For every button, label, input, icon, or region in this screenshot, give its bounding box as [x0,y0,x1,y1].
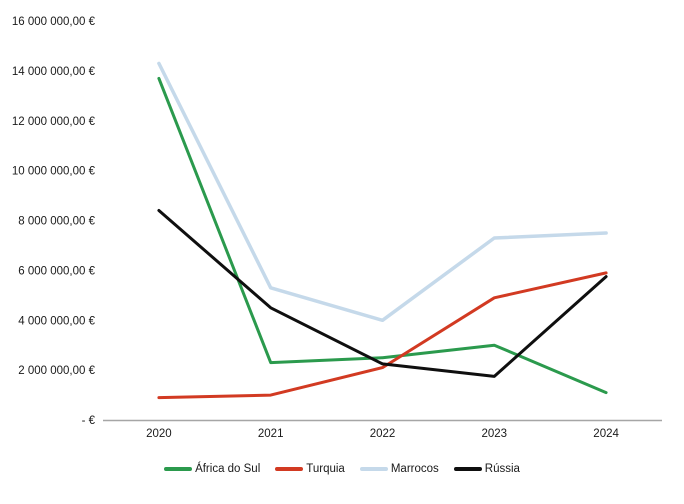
series-line-africa-do-sul [157,76,608,395]
legend-label: Rússia [484,463,520,475]
x-axis-tick-label: 2021 [258,428,284,440]
y-axis-tick-label: 6 000 000,00 € [18,265,95,277]
y-axis-tick-label: 2 000 000,00 € [18,365,95,377]
legend-label: Turquia [306,463,345,475]
legend-marker-africa-do-sul [164,467,193,471]
y-axis-tick-label: 16 000 000,00 € [12,16,96,28]
legend-item-russia: Rússia [453,463,520,475]
y-axis-tick-label: 14 000 000,00 € [12,66,96,78]
y-axis-tick-label: - € [82,415,96,427]
legend-label: Marrocos [390,463,439,475]
x-axis-tick-label: 2024 [593,428,619,440]
series-line-russia [157,209,608,378]
legend-item-africa-do-sul: África do Sul [164,463,260,475]
series-line-marrocos [157,61,608,323]
x-axis-tick-label: 2020 [146,428,172,440]
x-axis-tick-label: 2023 [482,428,508,440]
chart-plot-area: - € 2 000 000,00 € 4 000 000,00 € 6 000 000… [12,16,662,440]
y-axis-tick-label: 8 000 000,00 € [18,216,95,228]
y-axis-tick-label: 10 000 000,00 € [12,166,96,178]
y-axis-tick-label: 4 000 000,00 € [18,315,95,327]
x-axis-tick-label: 2022 [370,428,396,440]
legend-marker-russia [453,467,482,471]
legend-item-marrocos: Marrocos [359,463,439,475]
legend-item-turquia: Turquia [275,463,345,475]
chart-legend: África do Sul Turquia Marrocos Rússia [0,458,684,480]
legend-label: África do Sul [195,463,261,475]
series-line-turquia [157,271,608,400]
legend-marker-turquia [275,467,304,471]
legend-marker-marrocos [359,467,388,471]
y-axis-tick-label: 12 000 000,00 € [12,116,96,128]
